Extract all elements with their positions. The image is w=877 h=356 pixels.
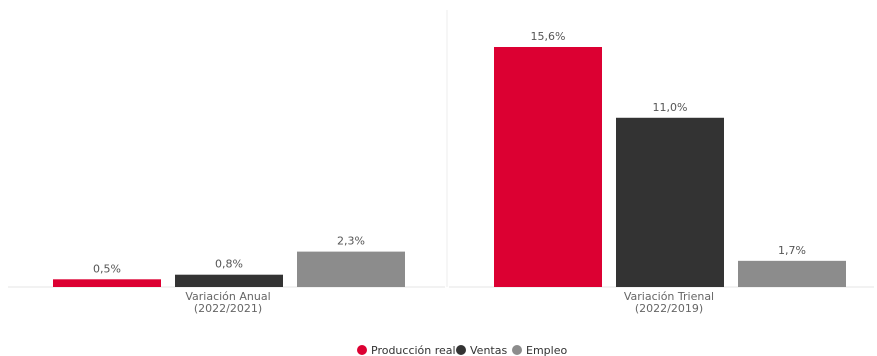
- legend-marker-produccion: [357, 345, 367, 355]
- bar-ventas-1[interactable]: [616, 117, 724, 288]
- legend-label-ventas: Ventas: [470, 344, 507, 356]
- bar-empleo-0[interactable]: [297, 251, 405, 287]
- category-label-line1: Variación Anual: [185, 290, 270, 303]
- data-label: 15,6%: [531, 30, 566, 43]
- category-label-line2: (2022/2021): [194, 302, 262, 315]
- category-label-trienal: Variación Trienal (2022/2019): [624, 290, 714, 315]
- legend-label-produccion: Producción real: [371, 344, 456, 356]
- legend-item-ventas[interactable]: Ventas: [456, 344, 507, 356]
- legend-item-empleo[interactable]: Empleo: [512, 344, 567, 356]
- data-label: 0,5%: [93, 262, 121, 275]
- data-label: 2,3%: [337, 235, 365, 248]
- category-label-anual: Variación Anual (2022/2021): [185, 290, 270, 315]
- legend-item-produccion[interactable]: Producción real: [357, 344, 456, 356]
- legend: Producción real Ventas Empleo: [357, 344, 567, 356]
- bar-ventas-0[interactable]: [175, 274, 283, 287]
- bars-group: [53, 47, 846, 288]
- value-labels-group: 0,5% 0,8% 2,3% 15,6% 11,0% 1,7%: [93, 30, 806, 275]
- category-label-line2: (2022/2019): [635, 302, 703, 315]
- legend-marker-ventas: [456, 345, 466, 355]
- bar-producción-real-0[interactable]: [53, 279, 161, 287]
- bar-producción-real-1[interactable]: [494, 47, 602, 287]
- data-label: 0,8%: [215, 258, 243, 271]
- data-label: 11,0%: [653, 101, 688, 114]
- data-label: 1,7%: [778, 244, 806, 257]
- bar-empleo-1[interactable]: [738, 260, 846, 287]
- category-label-line1: Variación Trienal: [624, 290, 714, 303]
- legend-marker-empleo: [512, 345, 522, 355]
- legend-label-empleo: Empleo: [526, 344, 567, 356]
